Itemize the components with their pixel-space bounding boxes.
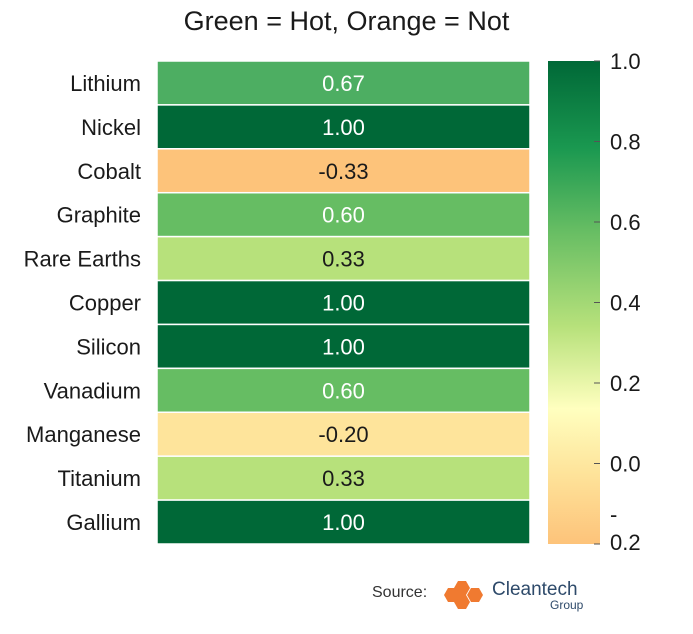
colorbar-tick-label: 0.0 — [610, 452, 641, 477]
colorbar-tick-label: 0.6 — [610, 210, 641, 235]
row-label: Titanium — [57, 466, 141, 491]
heatmap-cell-gallium — [156, 499, 531, 545]
row-label: Lithium — [70, 71, 141, 96]
cell-value-label: 1.00 — [322, 510, 365, 535]
cell-value-label: 0.33 — [322, 247, 365, 272]
cell-value-label: -0.33 — [318, 159, 368, 184]
chart-title: Green = Hot, Orange = Not — [183, 6, 510, 36]
cell-value-label: 0.60 — [322, 203, 365, 228]
cell-value-label: 1.00 — [322, 291, 365, 316]
colorbar-tick-label: 0.8 — [610, 130, 641, 155]
row-label: Nickel — [81, 115, 141, 140]
cell-value-label: 1.00 — [322, 334, 365, 359]
row-label: Copper — [69, 291, 141, 316]
row-label: Gallium — [66, 510, 141, 535]
cell-value-label: 0.33 — [322, 466, 365, 491]
colorbar: 1.0 0.8 0.6 0.4 0.2 0.0 -0.2 — [548, 49, 641, 555]
colorbar-gradient — [548, 61, 600, 544]
source-label: Source: — [372, 584, 428, 601]
logo-name: Cleantech — [492, 579, 578, 600]
heatmap-cell-nickel — [156, 104, 531, 150]
heatmap-cell-vanadium — [156, 367, 531, 414]
logo-hexagon — [467, 588, 483, 602]
row-label: Manganese — [26, 422, 141, 447]
logo-sub: Group — [550, 598, 584, 612]
cell-value-label: 1.00 — [322, 115, 365, 140]
row-label: Rare Earths — [24, 247, 141, 272]
heatmap-cell-lithium — [156, 60, 531, 106]
heatmap-cells: Lithium 0.67 Nickel 1.00 Cobalt -0.33 Graphite… — [24, 60, 531, 545]
row-label: Silicon — [76, 334, 141, 359]
heatmap-cell-silicon — [156, 323, 531, 370]
row-label: Cobalt — [77, 159, 141, 184]
colorbar-tick-label: -0.2 — [610, 502, 641, 555]
cell-value-label: 0.60 — [322, 378, 365, 403]
cleantech-logo: Cleantech Group — [444, 579, 584, 612]
colorbar-tick-label: 0.2 — [610, 371, 641, 396]
row-label: Vanadium — [44, 378, 141, 403]
row-label: Graphite — [57, 203, 141, 228]
heatmap-cell-cobalt — [156, 148, 531, 194]
cell-value-label: -0.20 — [318, 422, 368, 447]
heatmap-cell-titanium — [156, 455, 531, 501]
colorbar-tick-label: 0.4 — [610, 291, 641, 316]
logo-hexagon — [444, 588, 460, 602]
cell-value-label: 0.67 — [322, 71, 365, 96]
colorbar-tick-label: 1.0 — [610, 49, 641, 74]
heatmap-cell-manganese — [156, 411, 531, 457]
